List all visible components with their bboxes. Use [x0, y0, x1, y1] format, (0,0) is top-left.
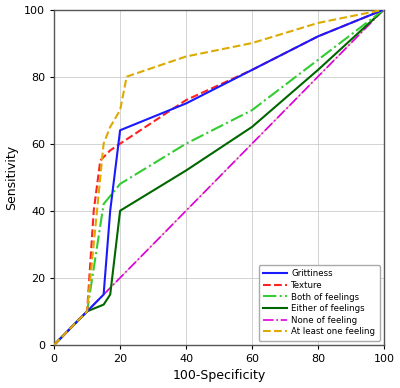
Legend: Grittiness, Texture, Both of feelings, Either of feelings, None of feeling, At l: Grittiness, Texture, Both of feelings, E… — [259, 265, 380, 341]
X-axis label: 100-Specificity: 100-Specificity — [172, 369, 266, 383]
Y-axis label: Sensitivity: Sensitivity — [6, 145, 18, 210]
